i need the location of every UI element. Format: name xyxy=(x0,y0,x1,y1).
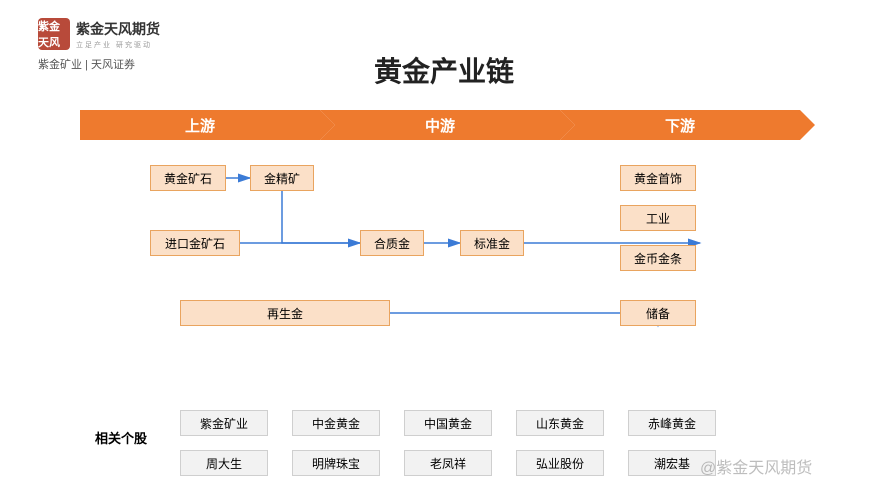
stock-item: 弘业股份 xyxy=(516,450,604,476)
stage-label: 上游 xyxy=(185,115,215,136)
logo-sub-text: 立足产业 研究驱动 xyxy=(76,40,160,50)
node-concentrate: 金精矿 xyxy=(250,165,314,191)
stock-item: 明牌珠宝 xyxy=(292,450,380,476)
node-jewelry: 黄金首饰 xyxy=(620,165,696,191)
node-reserve: 储备 xyxy=(620,300,696,326)
stock-item: 中金黄金 xyxy=(292,410,380,436)
watermark: @紫金天风期货 xyxy=(700,454,812,478)
node-recycled: 再生金 xyxy=(180,300,390,326)
node-industry: 工业 xyxy=(620,205,696,231)
node-import_ore: 进口金矿石 xyxy=(150,230,240,256)
stage-midstream: 中游 xyxy=(320,110,560,140)
node-alloy: 合质金 xyxy=(360,230,424,256)
stage-upstream: 上游 xyxy=(80,110,320,140)
stock-item: 周大生 xyxy=(180,450,268,476)
stock-item: 老凤祥 xyxy=(404,450,492,476)
logo-icon: 紫金天风 xyxy=(38,18,70,50)
page-title: 黄金产业链 xyxy=(0,50,888,90)
stock-item: 赤峰黄金 xyxy=(628,410,716,436)
node-ore: 黄金矿石 xyxy=(150,165,226,191)
stock-item: 中国黄金 xyxy=(404,410,492,436)
node-coin_bar: 金币金条 xyxy=(620,245,696,271)
stage-bar: 上游 中游 下游 xyxy=(80,110,800,140)
stage-label: 下游 xyxy=(665,115,695,136)
stage-label: 中游 xyxy=(425,115,455,136)
logo-main-text: 紫金天风期货 xyxy=(76,19,160,39)
related-stocks-label: 相关个股 xyxy=(95,428,147,447)
node-standard: 标准金 xyxy=(460,230,524,256)
stock-item: 紫金矿业 xyxy=(180,410,268,436)
stage-downstream: 下游 xyxy=(560,110,800,140)
stock-item: 山东黄金 xyxy=(516,410,604,436)
